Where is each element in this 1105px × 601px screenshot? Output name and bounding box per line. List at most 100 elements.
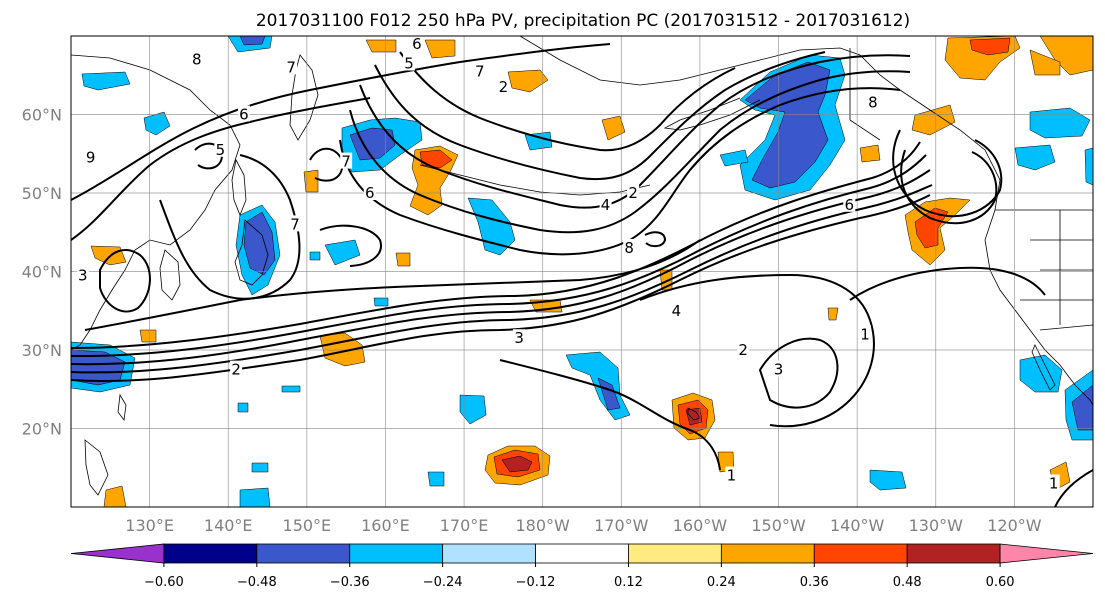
precip-patch (237, 402, 249, 413)
longitude-tick-labels: 130°E 140°E 150°E 160°E 170°E 180°W 170°W 160°W… (125, 516, 1041, 535)
pv-contour-label: 4 (672, 302, 682, 320)
lon-tick-label: 130°W (909, 516, 964, 535)
precip-patch (251, 462, 269, 473)
lon-tick-label: 150°E (283, 516, 332, 535)
colorbar-tick-label: 0.36 (800, 575, 829, 590)
pv-label-bg (859, 325, 872, 342)
lat-tick-label: 50°N (22, 184, 62, 203)
precip-patch (1019, 354, 1063, 393)
pv-label-bg (285, 58, 298, 75)
pv-contour-line (71, 97, 371, 241)
pv-contour-line (374, 51, 826, 181)
colorbar-extend-high (999, 543, 1094, 564)
precip-patch (319, 332, 366, 367)
lon-tick-label: 130°E (125, 516, 174, 535)
pv-label-bg (363, 184, 376, 200)
colorbar-swatch (628, 543, 722, 564)
pv-label-bg (737, 341, 750, 357)
pv-contour-line (849, 266, 1046, 301)
colorbar-swatch (906, 543, 1001, 564)
pv-contour-label: 3 (78, 266, 88, 284)
pv-contour-label: 2 (738, 341, 748, 359)
pv-contour-label: 2 (499, 78, 509, 96)
pv-contour-label: 1 (727, 467, 737, 485)
precip-patch (1014, 144, 1056, 171)
pv-label-bg (237, 105, 250, 122)
precip-patch (459, 394, 487, 425)
pv-contour-line (84, 239, 701, 331)
lat-tick-label: 60°N (22, 106, 62, 125)
pv-label-bg (599, 195, 612, 212)
coastline-taiwan (117, 393, 127, 422)
lon-tick-label: 150°W (751, 516, 806, 535)
precip-patch (419, 149, 453, 169)
lon-tick-label: 160°W (673, 516, 728, 535)
lon-tick-label: 170°E (440, 516, 489, 535)
pv-contour-label: 1 (860, 325, 870, 343)
precip-negative-shading (71, 36, 1093, 507)
coastline-philippines (84, 439, 109, 496)
colorbar-swatch (256, 543, 351, 564)
precip-patch (239, 487, 271, 507)
pv-contour-line (99, 249, 151, 313)
precip-patch (1029, 107, 1091, 139)
precip-patch (685, 407, 703, 426)
lon-tick-label: 140°E (204, 516, 253, 535)
boundary-canada-alaska (849, 48, 881, 141)
colorbar-extend-low (70, 543, 165, 564)
precip-patch (827, 307, 839, 321)
colorbar-tick-label: −0.12 (516, 575, 556, 590)
pv-contour-line (758, 337, 839, 409)
pv-contour-line (639, 273, 875, 428)
pv-contour-label: 1 (1049, 474, 1059, 492)
pv-label-bg (289, 215, 302, 232)
precip-patch (507, 69, 549, 93)
colorbar-swatch (535, 543, 629, 564)
precip-patch (309, 251, 321, 261)
precip-patch (1084, 147, 1093, 186)
precip-patch (349, 127, 396, 161)
pv-label-bg (403, 54, 416, 71)
lon-tick-label: 180°W (516, 516, 571, 535)
figure-title: 2017031100 F012 250 hPa PV, precipitatio… (256, 11, 910, 31)
lon-tick-label: 140°W (830, 516, 885, 535)
pv-label-bg (84, 148, 97, 165)
precip-patch (1071, 384, 1093, 431)
precip-patch (914, 207, 949, 249)
pv-contour-line (1054, 469, 1093, 507)
pv-contour-label: 4 (601, 196, 611, 214)
precip-patch (243, 211, 276, 276)
precip-patch (911, 104, 956, 136)
precip-patch (103, 485, 127, 507)
pv-label-bg (513, 329, 526, 346)
precip-patch (139, 329, 157, 343)
precip-patch (601, 115, 626, 141)
coastline-asia (71, 54, 241, 351)
pv-contour-label: 5 (404, 54, 414, 72)
colorbar-tick-label: −0.24 (423, 575, 463, 590)
pv-contour-label: 5 (216, 141, 226, 159)
pv-contour-line (644, 231, 667, 248)
pv-label-bg (214, 140, 227, 157)
pv-label-bg (623, 238, 636, 255)
pv-contour-label: 6 (239, 106, 249, 124)
lon-tick-label: 160°E (361, 516, 410, 535)
pv-contour-line (159, 154, 301, 300)
pv-label-bg (190, 50, 203, 67)
colorbar-tick-label: 0.60 (986, 575, 1015, 590)
pv-contour-label: 8 (192, 51, 202, 69)
lat-tick-label: 30°N (22, 341, 62, 360)
precip-positive-shading (90, 36, 1093, 507)
coastline-alaska-peninsula (663, 97, 761, 131)
lat-tick-label: 40°N (22, 263, 62, 282)
pv-contour-label: 6 (412, 35, 422, 53)
precip-patch (524, 131, 553, 151)
pv-contour-label: 7 (286, 58, 296, 76)
precip-patch (859, 144, 881, 163)
precip-patch (424, 39, 456, 59)
coastline-japan (234, 219, 269, 286)
precip-patch (281, 385, 301, 393)
pv-contour-line (71, 194, 931, 382)
